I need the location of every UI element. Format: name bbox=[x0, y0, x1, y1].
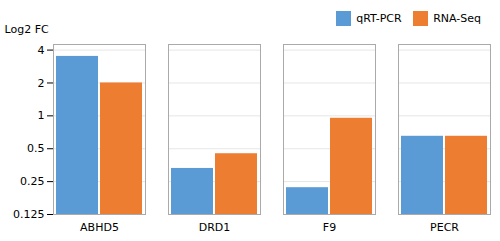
svg-text:DRD1: DRD1 bbox=[199, 221, 231, 234]
html-text:RNA-Seq: RNA-Seq bbox=[433, 12, 481, 25]
svg-text:2: 2 bbox=[38, 76, 45, 89]
svg-text:PECR: PECR bbox=[430, 221, 459, 234]
svg-text:F9: F9 bbox=[323, 221, 336, 234]
svg-text:1: 1 bbox=[38, 109, 45, 122]
svg-text:0.25: 0.25 bbox=[20, 175, 45, 188]
svg-text:4: 4 bbox=[38, 44, 45, 57]
svg-text:0.125: 0.125 bbox=[13, 208, 45, 221]
svg-text:0.5: 0.5 bbox=[27, 142, 45, 155]
svg-text:Log2 FC: Log2 FC bbox=[5, 23, 49, 36]
html-text:qRT-PCR: qRT-PCR bbox=[356, 12, 402, 25]
svg-text:ABHD5: ABHD5 bbox=[80, 221, 119, 234]
